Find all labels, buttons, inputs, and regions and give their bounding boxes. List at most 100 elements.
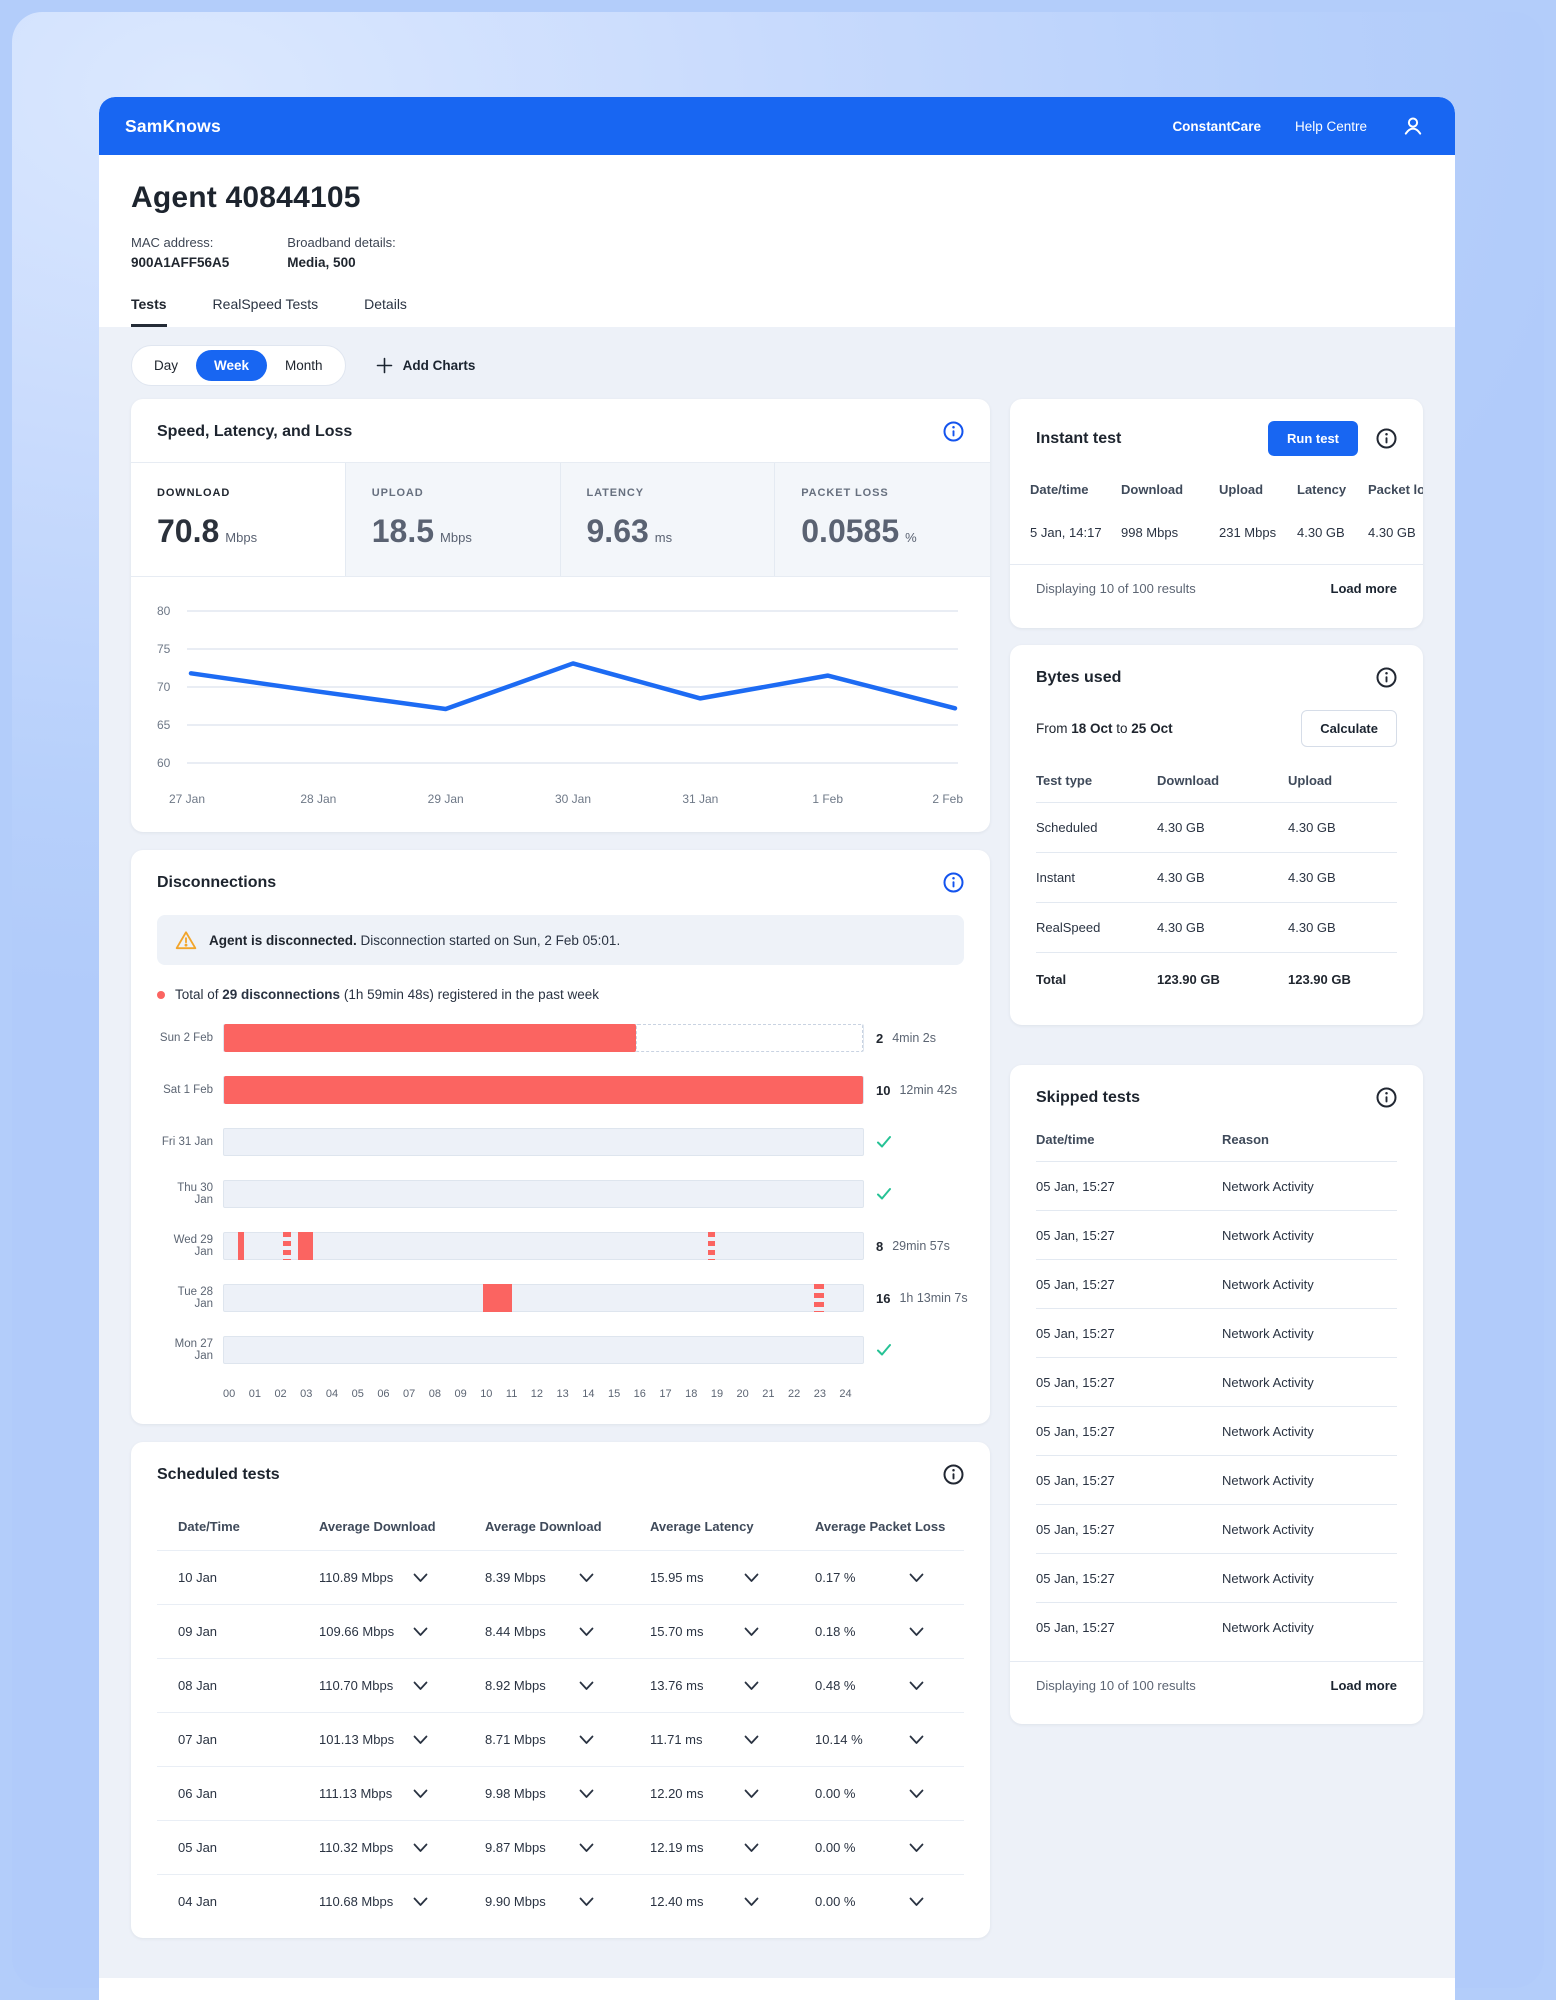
chevron-down-icon[interactable]	[579, 1789, 594, 1799]
info-icon[interactable]	[1376, 667, 1397, 688]
chevron-down-icon[interactable]	[909, 1735, 924, 1745]
chevron-down-icon[interactable]	[579, 1681, 594, 1691]
hour-tick: 19	[710, 1388, 724, 1400]
speed-line-chart: 60 65 70 75 80 27 Jan 28 Jan 29 Jan 30 Jan 31 Jan…	[131, 577, 990, 832]
metric-download[interactable]: DOWNLOAD 70.8 Mbps	[131, 463, 346, 576]
day-label: Thu 30 Jan	[177, 1182, 213, 1206]
chevron-down-icon[interactable]	[744, 1627, 759, 1637]
period-week[interactable]: Week	[196, 350, 268, 381]
disconnections-card: Disconnections Agent is disconnected. Di…	[131, 850, 990, 1424]
cell-value: 110.89 Mbps	[319, 1570, 394, 1585]
value-cell: 12.40 ms	[650, 1894, 815, 1909]
tab-realspeed-tests[interactable]: RealSpeed Tests	[212, 296, 319, 312]
cell-value: RealSpeed	[1036, 920, 1101, 935]
plus-icon	[376, 357, 392, 374]
period-day[interactable]: Day	[154, 358, 179, 373]
column-header: Date/Time	[178, 1519, 240, 1534]
cell-value: 05 Jan, 15:27	[1036, 1325, 1115, 1341]
chevron-down-icon[interactable]	[909, 1843, 924, 1853]
chevron-down-icon[interactable]	[909, 1573, 924, 1583]
chevron-down-icon[interactable]	[744, 1897, 759, 1907]
user-profile-icon[interactable]	[1401, 114, 1425, 138]
day-label: Fri 31 Jan	[161, 1136, 213, 1148]
load-more-button[interactable]: Load more	[1330, 581, 1397, 596]
hour-tick: 24	[839, 1388, 852, 1400]
broadband-label: Broadband details:	[287, 235, 396, 250]
value-cell: 110.68 Mbps	[319, 1894, 485, 1909]
cell-value: 123.90 GB	[1288, 972, 1351, 987]
chevron-down-icon[interactable]	[909, 1627, 924, 1637]
top-navigation-bar: SamKnows ConstantCare Help Centre	[99, 97, 1455, 155]
info-icon[interactable]	[1376, 1087, 1397, 1108]
cell-value: 05 Jan, 15:27	[1036, 1227, 1115, 1243]
svg-text:27 Jan: 27 Jan	[169, 792, 205, 806]
chevron-down-icon[interactable]	[413, 1789, 428, 1799]
chevron-down-icon[interactable]	[579, 1735, 594, 1745]
chevron-down-icon[interactable]	[413, 1573, 428, 1583]
date-cell: 07 Jan	[178, 1732, 218, 1747]
chevron-down-icon[interactable]	[413, 1843, 428, 1853]
nav-constantcare[interactable]: ConstantCare	[1172, 118, 1261, 134]
chevron-down-icon[interactable]	[579, 1573, 594, 1583]
date-range: From 18 Oct to 25 Oct	[1036, 721, 1173, 736]
cell-value: 0.00 %	[815, 1786, 856, 1801]
hours-axis: 00 01 02 03 04 05 06 07 08 09 10 11 12 13 14 15 16 17 18 19…	[223, 1388, 852, 1418]
cell-value: Scheduled	[1036, 820, 1098, 835]
cell-value: 4.30 GB	[1368, 525, 1416, 540]
disconnections-summary: Total of 29 disconnections (1h 59min 48s…	[131, 987, 990, 1002]
hour-tick: 03	[300, 1388, 313, 1400]
chevron-down-icon[interactable]	[413, 1681, 428, 1691]
chevron-down-icon[interactable]	[744, 1573, 759, 1583]
chevron-down-icon[interactable]	[909, 1681, 924, 1691]
chevron-down-icon[interactable]	[744, 1681, 759, 1691]
add-charts-button[interactable]: Add Charts	[376, 357, 475, 374]
disconnection-count: 2	[876, 1030, 884, 1046]
table-row: 08 Jan 110.70 Mbps 8.92 Mbps 13.76 ms 0.48 %	[157, 1658, 964, 1712]
svg-text:60: 60	[157, 756, 171, 770]
table-row: 06 Jan 111.13 Mbps 9.98 Mbps 12.20 ms 0.00 %	[157, 1766, 964, 1820]
info-icon[interactable]	[1376, 428, 1397, 449]
metric-upload[interactable]: UPLOAD 18.5 Mbps	[345, 463, 561, 576]
disconnection-duration: 29min 57s	[892, 1239, 950, 1253]
tab-details[interactable]: Details	[364, 296, 407, 312]
cell-value: 12.20 ms	[650, 1786, 704, 1801]
chevron-down-icon[interactable]	[909, 1897, 924, 1907]
date-cell: 04 Jan	[178, 1894, 218, 1909]
chevron-down-icon[interactable]	[579, 1627, 594, 1637]
value-cell: 13.76 ms	[650, 1678, 815, 1693]
info-icon[interactable]	[943, 872, 964, 893]
metric-latency[interactable]: LATENCY 9.63 ms	[560, 463, 776, 576]
disconnected-alert: Agent is disconnected. Disconnection sta…	[157, 915, 964, 965]
cell-value: 05 Jan, 15:27	[1036, 1472, 1115, 1488]
row-status	[864, 1187, 964, 1201]
cell-value: 13.76 ms	[650, 1678, 704, 1693]
cell-value: 110.32 Mbps	[319, 1840, 394, 1855]
chevron-down-icon[interactable]	[413, 1627, 428, 1637]
top-nav-links: ConstantCare Help Centre	[1172, 114, 1425, 138]
value-cell: 0.00 %	[815, 1786, 963, 1801]
chevron-down-icon[interactable]	[744, 1735, 759, 1745]
chevron-down-icon[interactable]	[909, 1789, 924, 1799]
chevron-down-icon[interactable]	[744, 1789, 759, 1799]
check-icon	[877, 1136, 891, 1148]
row-status: 8 29min 57s	[864, 1239, 964, 1254]
metric-packet-loss[interactable]: PACKET LOSS 0.0585%	[775, 463, 990, 576]
column-header: Upload	[1219, 482, 1264, 497]
chevron-down-icon[interactable]	[413, 1735, 428, 1745]
chevron-down-icon[interactable]	[579, 1897, 594, 1907]
chevron-down-icon[interactable]	[579, 1843, 594, 1853]
tab-tests[interactable]: Tests	[131, 296, 167, 327]
period-month[interactable]: Month	[285, 358, 323, 373]
value-cell: 12.19 ms	[650, 1840, 815, 1855]
load-more-button[interactable]: Load more	[1330, 1678, 1397, 1693]
svg-text:65: 65	[157, 718, 171, 732]
nav-help-centre[interactable]: Help Centre	[1294, 118, 1367, 134]
chevron-down-icon[interactable]	[413, 1897, 428, 1907]
info-icon[interactable]	[943, 421, 964, 442]
run-test-button[interactable]: Run test	[1268, 421, 1358, 456]
cell-value: 4.30 GB	[1297, 525, 1345, 540]
info-icon[interactable]	[943, 1464, 964, 1485]
table-row: Instant 4.30 GB 4.30 GB	[1036, 852, 1397, 902]
chevron-down-icon[interactable]	[744, 1843, 759, 1853]
calculate-button[interactable]: Calculate	[1301, 710, 1397, 747]
